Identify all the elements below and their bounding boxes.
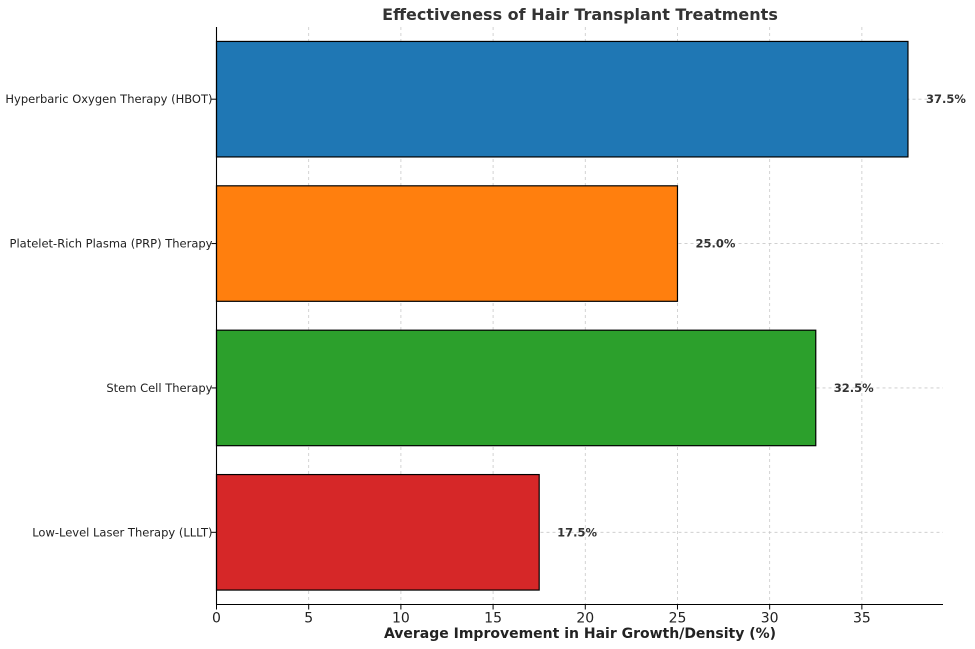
- bar-4: [215, 473, 540, 591]
- bar-3: [215, 329, 817, 447]
- x-tick-label: 30: [761, 611, 779, 627]
- value-label: 17.5%: [557, 525, 597, 539]
- value-label: 32.5%: [834, 381, 874, 395]
- x-tick-label: 5: [304, 611, 313, 627]
- chart-title: Effectiveness of Hair Transplant Treatme…: [382, 5, 778, 24]
- x-tick-label: 15: [484, 611, 502, 627]
- value-labels: 37.5% 25.0% 32.5% 17.5%: [557, 92, 966, 539]
- category-label: Platelet-Rich Plasma (PRP) Therapy: [10, 237, 213, 251]
- x-tick-label: 35: [853, 611, 871, 627]
- category-labels: Hyperbaric Oxygen Therapy (HBOT) Platelet…: [5, 92, 212, 539]
- axes: [215, 27, 943, 606]
- category-label: Low-Level Laser Therapy (LLLT): [32, 525, 212, 539]
- x-tick-label: 10: [392, 611, 410, 627]
- bars: [215, 40, 909, 591]
- bar-2: [215, 185, 679, 302]
- category-label: Hyperbaric Oxygen Therapy (HBOT): [5, 92, 212, 106]
- x-ticks: 0 5 10 15 20 25 30 35: [211, 98, 871, 627]
- x-axis-label: Average Improvement in Hair Growth/Densi…: [384, 626, 776, 642]
- value-label: 37.5%: [926, 92, 966, 106]
- x-tick-label: 25: [669, 611, 687, 627]
- category-label: Stem Cell Therapy: [106, 381, 212, 395]
- bar-1: [215, 40, 909, 158]
- x-tick-label: 0: [212, 611, 221, 627]
- x-tick-label: 20: [576, 611, 594, 627]
- value-label: 25.0%: [695, 237, 735, 251]
